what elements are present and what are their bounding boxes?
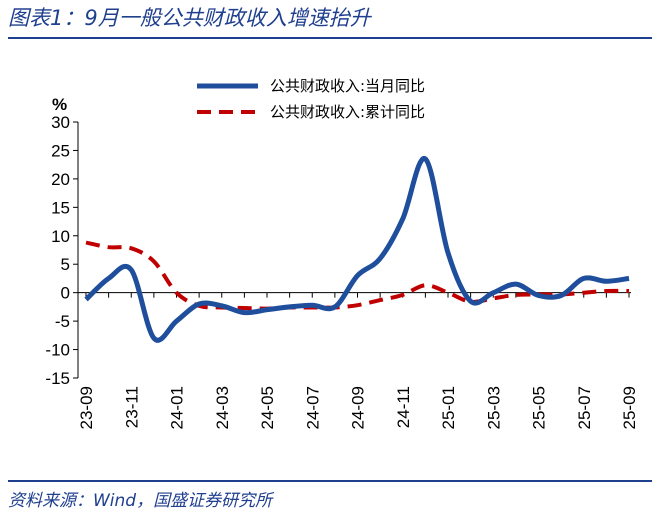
y-tick-label: 25 (51, 141, 70, 160)
y-tick-label: -10 (45, 341, 70, 360)
source-note: 资料来源：Wind，国盛证券研究所 (8, 491, 273, 511)
y-tick-label: 0 (61, 284, 70, 303)
legend-label-1: 公共财政收入:累计同比 (270, 103, 425, 121)
x-tick-label: 24-07 (303, 386, 322, 429)
y-tick-label: 20 (51, 170, 70, 189)
title-rule (8, 37, 652, 39)
x-tick-label: 24-11 (394, 386, 413, 428)
x-tick-label: 24-09 (349, 386, 368, 429)
x-tick-label: 23-11 (122, 386, 141, 428)
y-tick-label: -15 (45, 369, 70, 388)
series-line-1 (85, 240, 630, 311)
x-tick-label: 25-07 (575, 386, 594, 429)
y-unit-label: % (52, 95, 67, 114)
legend-label-0: 公共财政收入:当月同比 (270, 77, 425, 95)
x-tick-label: 25-01 (439, 386, 458, 429)
y-tick-label: 5 (61, 255, 70, 274)
plot-area: -15 -10 -5 0 5 10 15 20 25 30% 23-09 23-11 24-01 24-0… (45, 77, 639, 429)
x-tick-label: 25-05 (530, 386, 549, 429)
y-tick-label: 10 (51, 227, 70, 246)
y-tick-label: 15 (51, 198, 70, 217)
x-tick-label: 25-03 (484, 386, 503, 429)
series-line-0 (84, 156, 630, 343)
y-tick-label: -5 (55, 312, 70, 331)
x-tick-label: 23-09 (77, 386, 96, 429)
figure-title: 图表1：9月一般公共财政收入增速抬升 (8, 6, 371, 30)
line-chart: -15 -10 -5 0 5 10 15 20 25 30% 23-09 23-11 24-01 24-0… (45, 77, 639, 429)
x-tick-label: 24-01 (168, 386, 187, 429)
x-tick-label: 24-05 (258, 386, 277, 429)
source-rule (8, 480, 652, 482)
y-tick-label: 30 (51, 113, 70, 132)
x-tick-label: 25-09 (620, 386, 639, 429)
x-tick-label: 24-03 (213, 386, 232, 429)
